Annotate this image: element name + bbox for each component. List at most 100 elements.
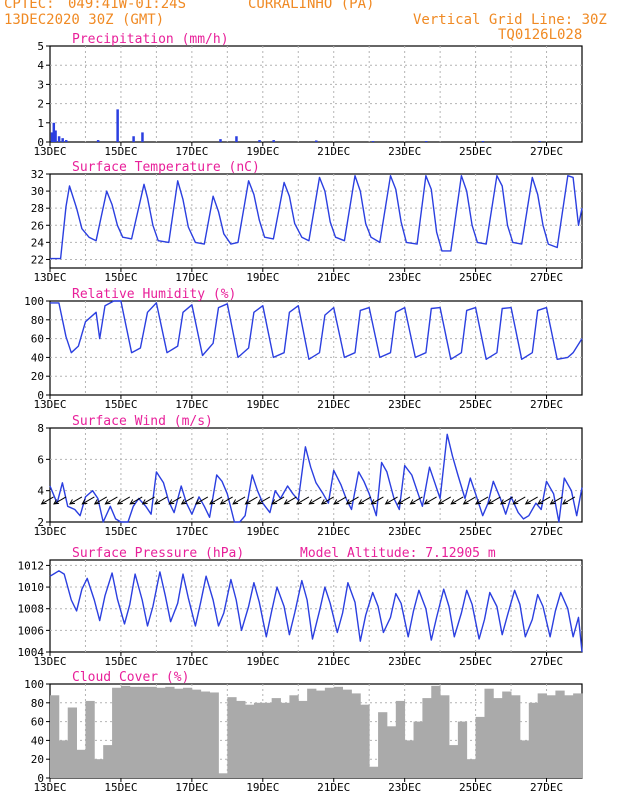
precip-xtick-label: 23DEC	[388, 145, 421, 158]
precip-bar	[116, 109, 119, 142]
temp-ytick-label: 32	[31, 168, 44, 181]
cloud-bar	[519, 740, 530, 778]
pres-xtick-label: 19DEC	[246, 655, 279, 668]
cloud-ytick-label: 20	[31, 753, 44, 766]
wind-arrow-head	[333, 499, 340, 505]
precip-xtick-label: 27DEC	[530, 145, 563, 158]
wind-arrow	[82, 496, 95, 505]
cloud-bar	[147, 686, 157, 778]
wind-xtick-label: 23DEC	[388, 525, 421, 538]
rh-xtick-label: 17DEC	[175, 398, 208, 411]
temp-title: Surface Temperature (nC)	[72, 160, 260, 175]
cloud-ytick-label: 80	[31, 697, 44, 710]
rh-frame	[49, 300, 583, 396]
precip-title: Precipitation (mm/h)	[72, 32, 229, 47]
wind-arrow	[438, 496, 452, 505]
cloud-xtick-label: 27DEC	[530, 781, 563, 794]
precip-bar	[50, 132, 54, 142]
pres-xtick-label: 25DEC	[459, 655, 492, 668]
cloud-ytick-label: 0	[37, 772, 44, 785]
precip-bar	[315, 140, 318, 142]
cloud-bar	[378, 712, 388, 778]
rh-line	[50, 300, 583, 360]
wind-arrow-head	[81, 499, 88, 505]
cloud-xtick-label: 13DEC	[33, 781, 66, 794]
wind-xtick-label: 15DEC	[104, 525, 137, 538]
wind-line	[49, 433, 583, 523]
rh-ytick-label: 20	[31, 370, 44, 383]
header-run-id: TQ0126L028	[498, 27, 583, 43]
wind-arrow	[284, 496, 297, 505]
rh-ytick-label: 60	[31, 333, 44, 346]
rh-xtick-label: 25DEC	[459, 398, 492, 411]
wind-arrow-head	[345, 499, 352, 505]
cloud-bar	[227, 697, 237, 778]
cloud-ytick-label: 100	[24, 678, 44, 691]
wind-arrow	[358, 496, 372, 505]
wind-arrow	[397, 496, 411, 505]
cloud-bar	[218, 773, 228, 778]
wind-arrow-head	[358, 499, 365, 505]
wind-arrow	[209, 496, 223, 505]
wind-arrow	[142, 496, 155, 505]
wind-title: Surface Wind (m/s)	[72, 414, 213, 429]
precip-bar	[64, 140, 68, 142]
pres-note: Model Altitude: 7.12905 m	[300, 546, 496, 561]
precip-ytick-label: 5	[37, 40, 44, 53]
wind-arrow	[168, 496, 182, 505]
wind-arrow	[333, 496, 347, 505]
cloud-bar	[342, 689, 352, 778]
cloud-ytick-label: 60	[31, 716, 44, 729]
wind-xtick-label: 13DEC	[33, 525, 66, 538]
precip-ytick-label: 0	[37, 136, 44, 149]
rh-ytick-label: 0	[37, 389, 44, 402]
pres-xtick-label: 23DEC	[388, 655, 421, 668]
temp-line	[50, 174, 583, 260]
cloud-bar	[431, 685, 441, 778]
wind-arrow	[424, 496, 437, 505]
precip-ytick-label: 1	[37, 117, 44, 130]
cloud-bar	[351, 693, 361, 778]
cloud-bar	[298, 700, 308, 778]
rh-xtick-label: 15DEC	[104, 398, 137, 411]
temp-xtick-label: 21DEC	[317, 271, 350, 284]
wind-arrow	[296, 496, 310, 505]
cloud-bar	[289, 695, 299, 778]
wind-arrow-head	[180, 499, 187, 505]
cloud-bar	[245, 704, 255, 778]
cloud-xtick-label: 15DEC	[104, 781, 137, 794]
wind-arrow-head	[283, 499, 290, 505]
temp-ytick-label: 24	[31, 236, 45, 249]
precip-bar	[61, 138, 64, 142]
wind-arrow-head	[524, 499, 531, 505]
precip-bar	[481, 141, 485, 142]
cloud-bar	[307, 688, 317, 778]
cloud-bar	[200, 691, 210, 778]
wind-arrow	[129, 496, 143, 505]
wind-arrow-head	[141, 499, 148, 505]
wind-arrow-head	[537, 499, 544, 505]
rh-ytick-label: 80	[31, 314, 44, 327]
cloud-bar	[422, 698, 432, 778]
temp-xtick-label: 27DEC	[530, 271, 563, 284]
wind-arrow-head	[116, 499, 123, 505]
wind-arrow	[220, 496, 233, 505]
wind-xtick-label: 19DEC	[246, 525, 279, 538]
wind-arrow	[500, 496, 514, 505]
precip-xtick-label: 25DEC	[459, 145, 492, 158]
wind-arrow-head	[69, 499, 75, 505]
wind-arrow	[105, 496, 118, 505]
temp-xtick-label: 19DEC	[246, 271, 279, 284]
wind-arrow-head	[244, 499, 251, 505]
pres-line	[49, 570, 583, 653]
precip-bar	[141, 132, 144, 142]
wind-arrow	[562, 496, 576, 505]
precip-xtick-label: 13DEC	[33, 145, 66, 158]
precip-xtick-label: 21DEC	[317, 145, 350, 158]
pres-xtick-label: 21DEC	[317, 655, 350, 668]
cloud-bar	[386, 726, 397, 778]
wind-arrow	[53, 496, 67, 505]
precip-xtick-label: 17DEC	[175, 145, 208, 158]
wind-arrow	[257, 496, 271, 505]
wind-arrow	[154, 496, 168, 505]
